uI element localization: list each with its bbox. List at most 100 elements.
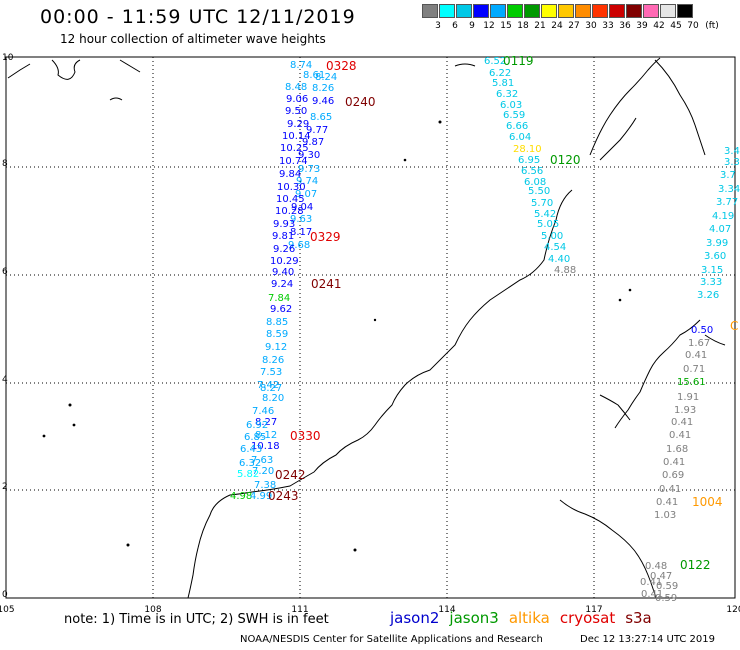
generated-timestamp: Dec 12 13:27:14 UTC 2019 [580, 634, 715, 645]
y-tick-label: 10 [2, 53, 14, 63]
wave-height-reading: 4.98 [230, 491, 252, 502]
wave-height-reading: 3.7 [720, 170, 736, 181]
scale-swatch [490, 4, 506, 18]
wave-height-reading: 0.41 [640, 577, 662, 588]
scale-label: 30 [585, 21, 597, 31]
wave-height-reading: 6.32 [239, 458, 261, 469]
satellite-legend: jason2 jason3 altika cryosat s3a [390, 609, 662, 627]
wave-height-reading: 9.40 [272, 267, 294, 278]
wave-height-reading: 15.61 [677, 377, 706, 388]
wave-height-reading: 0.41 [685, 350, 707, 361]
wave-height-reading: 10.28 [275, 206, 304, 217]
wave-height-reading: 28.10 [513, 144, 542, 155]
wave-height-reading: 8.12 [255, 430, 277, 441]
wave-height-reading: 7.38 [254, 480, 276, 491]
track-time-label: 1004 [692, 495, 723, 509]
wave-height-reading: 6.85 [244, 432, 266, 443]
scale-swatch [473, 4, 489, 18]
legend-jason2: jason2 [390, 609, 440, 627]
wave-height-reading: 3.60 [704, 251, 726, 262]
wave-height-reading: 9.26 [273, 244, 295, 255]
credits: NOAA/NESDIS Center for Satellite Applica… [240, 634, 543, 645]
grid-lines [6, 57, 735, 598]
scale-swatch [677, 4, 693, 18]
wave-height-reading: 0.41 [641, 589, 663, 600]
x-tick-label: 117 [585, 605, 602, 615]
edge-label: C [730, 319, 738, 333]
wave-height-reading: 6.04 [509, 132, 531, 143]
track-time-label: 0329 [310, 230, 341, 244]
scale-label: 36 [619, 21, 631, 31]
wave-height-reading: 7.63 [251, 455, 273, 466]
wave-height-reading: 3.34 [718, 184, 740, 195]
wave-height-reading: 4.54 [544, 242, 566, 253]
wave-height-reading: 7.53 [260, 367, 282, 378]
y-tick-label: 8 [2, 159, 8, 169]
scale-label: 15 [500, 21, 512, 31]
scale-swatch [660, 4, 676, 18]
scale-swatch [456, 4, 472, 18]
scale-label: 9 [469, 21, 475, 31]
wave-height-reading: 9.93 [273, 219, 295, 230]
wave-height-reading: 0.41 [659, 484, 681, 495]
scale-swatch [626, 4, 642, 18]
wave-height-reading: 6.03 [500, 100, 522, 111]
wave-height-reading: 0.47 [650, 571, 672, 582]
wave-height-reading: 10.29 [270, 256, 299, 267]
scale-label: 3 [435, 21, 441, 31]
wave-height-reading: 4.88 [554, 265, 576, 276]
scale-swatch [507, 4, 523, 18]
wave-height-reading: 7.84 [268, 293, 290, 304]
wave-height-reading: 0.50 [691, 325, 713, 336]
wave-height-reading: 0.41 [663, 457, 685, 468]
wave-height-reading: 4.40 [548, 254, 570, 265]
wave-height-reading: 9.68 [288, 240, 310, 251]
wave-height-reading: 5.00 [541, 231, 563, 242]
wave-height-reading: 6.59 [503, 110, 525, 121]
wave-height-reading: 6.66 [506, 121, 528, 132]
wave-height-reading: 1.03 [654, 510, 676, 521]
wave-height-reading: 8.48 [285, 82, 307, 93]
wave-height-reading: 6.52 [484, 56, 506, 67]
wave-height-reading: 10.45 [276, 194, 305, 205]
wave-height-reading: 8.74 [290, 60, 312, 71]
map-frame [5, 56, 736, 599]
wave-height-reading: 7.46 [252, 406, 274, 417]
wave-height-reading: 9.06 [286, 94, 308, 105]
wave-height-reading: 1.67 [688, 338, 710, 349]
wave-height-reading: 3.26 [697, 290, 719, 301]
wave-height-reading: 5.42 [534, 209, 556, 220]
wave-height-reading: 7.42 [257, 380, 279, 391]
wave-height-reading: 3.33 [700, 277, 722, 288]
wave-height-reading: 10.74 [279, 156, 308, 167]
wave-height-readings: 8.748.618.24 8.48 8.26 9.06 9.46 9.508.659.29… [230, 56, 740, 604]
legend-s3a: s3a [625, 609, 652, 627]
wave-height-reading: 0.69 [662, 470, 684, 481]
wave-height-reading: 6.92 [246, 420, 268, 431]
x-tick-label: 111 [291, 605, 308, 615]
axis-ticks: 105 108 111 114 117 120 0 2 4 6 8 10 [0, 53, 740, 615]
wave-height-reading: 0.48 [645, 561, 667, 572]
y-tick-label: 2 [2, 482, 8, 492]
scale-label: 70 [687, 21, 699, 31]
wave-height-reading: 8.26 [262, 355, 284, 366]
scale-label: 21 [534, 21, 546, 31]
x-tick-label: 120 [726, 605, 740, 615]
wave-height-reading: 0.59 [655, 593, 677, 604]
scale-label: 24 [551, 21, 563, 31]
track-time-label: 0330 [290, 429, 321, 443]
legend-jason3: jason3 [449, 609, 499, 627]
wave-height-reading: 5.81 [492, 78, 514, 89]
wave-height-reading: 0.41 [669, 430, 691, 441]
wave-height-reading: 1.68 [666, 444, 688, 455]
wave-height-reading: 9.07 [295, 189, 317, 200]
track-time-label: 0240 [345, 95, 376, 109]
wave-height-reading: 9.81 [272, 231, 294, 242]
track-time-label: 0122 [680, 558, 711, 572]
wave-height-reading: 9.74 [296, 176, 318, 187]
wave-height-reading: 9.46 [312, 96, 334, 107]
y-tick-label: 6 [2, 267, 8, 277]
wave-height-reading: 4.99 [250, 491, 272, 502]
wave-height-reading: 10.18 [251, 441, 280, 452]
